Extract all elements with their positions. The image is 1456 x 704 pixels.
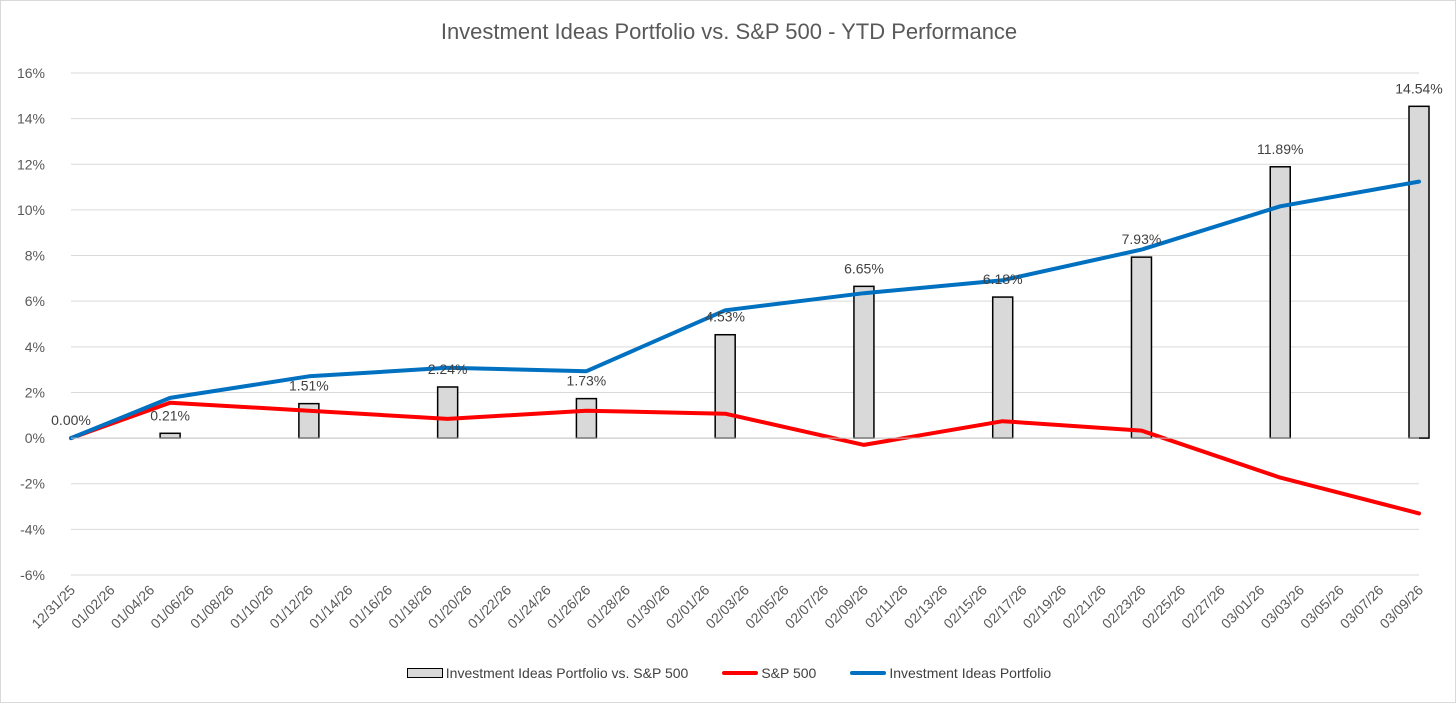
data-label: 0.00% (51, 412, 91, 428)
bar (853, 285, 875, 439)
data-label: 1.51% (289, 378, 329, 394)
legend-item-diff: Investment Ideas Portfolio vs. S&P 500 (406, 665, 689, 681)
legend-label-portfolio: Investment Ideas Portfolio (889, 665, 1052, 681)
bar (159, 432, 181, 439)
y-tick-label: 2% (25, 384, 45, 400)
data-label: 2.24% (428, 361, 468, 377)
data-label: 6.65% (844, 260, 884, 276)
legend: Investment Ideas Portfolio vs. S&P 500 S… (1, 665, 1456, 681)
y-tick-label: 0% (25, 430, 45, 446)
bar-series (159, 105, 1430, 439)
legend-swatch-portfolio (850, 671, 887, 675)
y-tick-label: -4% (20, 521, 45, 537)
legend-swatch-sp500 (722, 671, 759, 675)
legend-label-diff: Investment Ideas Portfolio vs. S&P 500 (445, 665, 689, 681)
line-series (69, 179, 1421, 516)
portfolio-line (69, 179, 1421, 441)
data-label: 4.53% (705, 309, 745, 325)
y-tick-label: 10% (17, 202, 45, 218)
y-tick-label: 12% (17, 156, 45, 172)
y-tick-label: 6% (25, 293, 45, 309)
data-label: 11.89% (1257, 141, 1303, 157)
x-tick-label: 02/09/26 (821, 582, 871, 632)
x-tick-label: 03/09/26 (1376, 582, 1426, 632)
y-tick-label: 8% (25, 248, 45, 264)
bar (575, 397, 598, 439)
bar (1130, 256, 1153, 439)
data-label: 7.93% (1122, 231, 1162, 247)
data-label: 14.54% (1395, 80, 1442, 96)
data-label: 6.18% (983, 271, 1023, 287)
y-tick-label: 14% (17, 111, 45, 127)
bar (991, 296, 1014, 439)
y-tick-label: 16% (17, 65, 45, 81)
legend-item-sp500: S&P 500 (722, 665, 816, 681)
legend-swatch-diff (406, 668, 443, 678)
data-label: 1.73% (567, 373, 607, 389)
y-tick-label: 4% (25, 339, 45, 355)
data-labels: 0.00% 0.21% 1.51% 2.24% 1.73% 4.53% 6.65% 6.18%… (51, 80, 1443, 428)
legend-item-portfolio: Investment Ideas Portfolio (850, 665, 1051, 681)
data-label: 0.21% (150, 407, 190, 423)
y-tick-label: -2% (20, 476, 45, 492)
y-tick-label: -6% (20, 567, 45, 583)
gridlines (71, 72, 1419, 576)
bar (1408, 105, 1430, 439)
bar (714, 333, 736, 439)
bar (436, 386, 459, 439)
chart-title: Investment Ideas Portfolio vs. S&P 500 -… (440, 19, 1018, 44)
sp500-line (69, 400, 1421, 516)
legend-label-sp500: S&P 500 (761, 665, 817, 681)
